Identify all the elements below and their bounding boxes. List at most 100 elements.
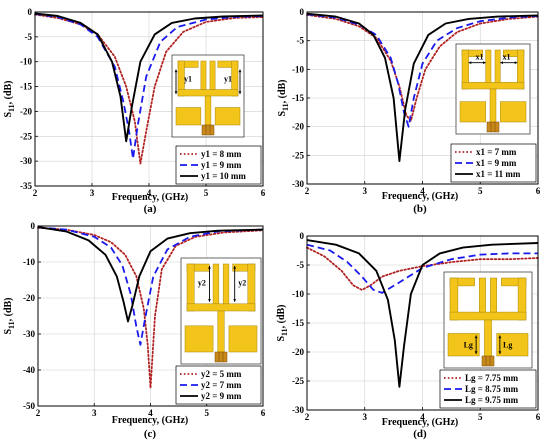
y-tick-label: -20 <box>292 122 304 132</box>
y-tick-label: -20 <box>23 293 35 303</box>
y-tick-label: -5 <box>25 32 33 42</box>
y-axis-label-sub: 11 <box>280 328 289 336</box>
y-tick-label: -5 <box>297 36 305 46</box>
legend-entry-1: y1 = 8 mm <box>201 149 242 159</box>
antenna-inset-d: Lg Lg <box>443 271 533 369</box>
dim-arrow-head <box>208 266 211 269</box>
feed-line <box>217 310 225 353</box>
patch-stub-left <box>200 60 207 90</box>
legend-box <box>175 145 262 185</box>
x-tick-label: 3 <box>92 408 97 418</box>
legend-entry-1: x1 = 7 mm <box>476 147 517 157</box>
inset-dimension-label: Lg <box>464 341 473 350</box>
y-tick-label: -5 <box>297 260 305 270</box>
x-tick-label: 6 <box>261 188 266 198</box>
series-line-3 <box>34 12 264 143</box>
y-tick-label: -30 <box>292 405 304 415</box>
x-tick-label: 2 <box>305 412 310 422</box>
ground-right <box>496 333 529 357</box>
x-tick-label: 4 <box>420 186 425 196</box>
antenna-inset-a: y1 y1 <box>171 54 245 138</box>
inset-dimension-label: y2 <box>238 279 246 288</box>
series-line-2 <box>306 243 538 294</box>
x-tick-label: 5 <box>204 188 209 198</box>
feed-line <box>489 88 497 123</box>
x-tick-label: 3 <box>363 412 368 422</box>
ground-right <box>214 107 241 126</box>
sma-connector <box>201 124 215 136</box>
y-axis-label-sub: 11 <box>281 103 290 111</box>
series-line-1 <box>306 246 539 291</box>
y-tick-label: 0 <box>31 221 36 231</box>
x-axis-label: Frequency, (GHz) <box>382 191 458 202</box>
y-tick-label: -15 <box>292 318 304 328</box>
series-line-1 <box>37 226 264 389</box>
inset-dimension-label: x1 <box>476 53 484 62</box>
ground-right <box>228 325 258 353</box>
ground-left <box>175 107 202 126</box>
x-tick-label: 6 <box>536 412 541 422</box>
patch-stub-left <box>485 49 492 83</box>
x-tick-label: 2 <box>305 186 310 196</box>
patch-stub-left <box>479 277 486 313</box>
y-axis-label-rest: , (dB) <box>277 79 288 103</box>
dim-arrow-head <box>174 91 178 94</box>
inset-dimension-label: y1 <box>184 75 192 84</box>
y-tick-label: -30 <box>23 329 35 339</box>
legend-entry-3: x1 = 11 mm <box>476 169 521 179</box>
x-tick-label: 5 <box>478 412 483 422</box>
dim-arrow-head <box>238 69 242 73</box>
y-tick-label: -15 <box>20 82 32 92</box>
sma-connector <box>481 355 495 367</box>
y-tick-label: -35 <box>20 181 32 191</box>
y-axis-label-rest: , (dB) <box>3 80 14 104</box>
ground-left <box>447 333 480 357</box>
inset-dimension-label: x1 <box>503 53 511 62</box>
dim-arrow-head <box>500 61 503 65</box>
x-tick-label: 4 <box>147 188 152 198</box>
legend-entry-2: y1 = 9 mm <box>201 160 242 170</box>
legend-entry-3: y1 = 10 mm <box>201 171 246 181</box>
patch-bottom-bar <box>449 311 527 321</box>
dim-arrow-head <box>233 266 237 269</box>
ground-left <box>459 101 486 123</box>
inset-dimension-label: y2 <box>198 279 206 288</box>
patch-stub-right <box>209 60 216 90</box>
dim-arrow-head <box>468 61 472 65</box>
y-tick-label: -10 <box>292 64 304 74</box>
dim-arrow-head <box>238 91 242 94</box>
legend-entry-2: x1 = 9 mm <box>476 158 517 168</box>
patch-bottom-bar <box>186 303 256 312</box>
y-tick-label: -25 <box>292 150 304 160</box>
y-tick-label: 0 <box>28 7 33 17</box>
y-axis-label-main: S <box>277 111 288 117</box>
y-tick-label: -30 <box>20 156 32 166</box>
x-tick-label: 2 <box>36 408 41 418</box>
y-axis-label-main: S <box>3 112 14 118</box>
ground-left <box>184 325 214 353</box>
y-axis-label-rest: , (dB) <box>276 304 287 328</box>
x-tick-label: 5 <box>205 408 210 418</box>
dim-arrow-head <box>174 69 178 73</box>
x-tick-label: 2 <box>33 188 38 198</box>
patch-stub-right <box>222 263 230 305</box>
series-line-3 <box>306 12 539 163</box>
dim-arrow-head <box>498 351 502 354</box>
panel-b: 2 3 4 5 6 0 -5 -10 -15 -20 -25 -30 Frequency, (GHz) S… <box>277 7 541 215</box>
y-axis-label-sub: 11 <box>7 321 16 329</box>
y-tick-label: -25 <box>20 131 32 141</box>
inset-dimension-label: y1 <box>224 75 232 84</box>
panel-label: (a) <box>144 203 157 215</box>
y-tick-label: 0 <box>300 231 305 241</box>
ground-right <box>500 101 527 123</box>
y-axis-label: S11, (dB) <box>3 297 16 334</box>
y-tick-label: 0 <box>300 7 305 17</box>
dim-arrow-head <box>498 335 502 339</box>
patch-stub-right <box>490 277 497 313</box>
y-tick-label: -50 <box>23 401 35 411</box>
patch-bottom-bar <box>177 89 239 97</box>
y-tick-label: -30 <box>292 179 304 189</box>
sma-connector <box>486 121 500 133</box>
legend-entry-1: y2 = 5 mm <box>201 369 242 379</box>
